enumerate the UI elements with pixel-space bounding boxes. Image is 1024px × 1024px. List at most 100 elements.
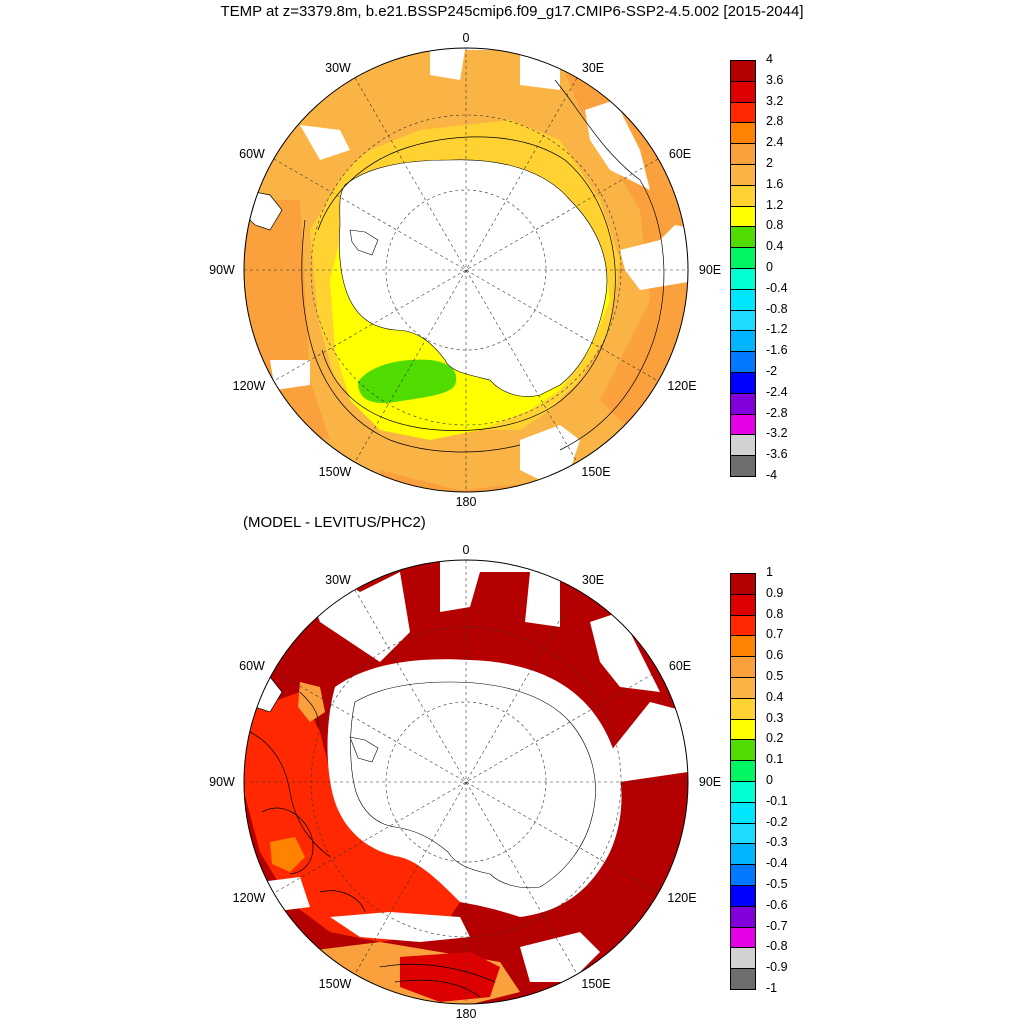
lon-label: 0 — [463, 31, 470, 45]
lon-label: 30W — [325, 573, 351, 587]
colorbar-swatch — [730, 455, 756, 477]
colorbar-label: 0 — [766, 260, 773, 274]
colorbar-label: -0.3 — [766, 835, 788, 850]
colorbar-label: -1.6 — [766, 343, 788, 358]
lon-label: 30E — [582, 61, 604, 75]
colorbar-swatch — [730, 164, 756, 186]
mask-southwest — [270, 360, 310, 390]
contour-1p6 — [317, 136, 616, 431]
lon-label: 0 — [463, 543, 470, 557]
lon-label: 60E — [669, 659, 691, 673]
green-patch — [358, 359, 457, 403]
colorbar-swatch — [730, 351, 756, 373]
map-boundary — [243, 47, 689, 493]
antarctica-landmass — [339, 159, 608, 397]
colorbar-label: -3.2 — [766, 426, 788, 441]
colorbar-swatch — [730, 330, 756, 353]
mask-se — [520, 932, 600, 982]
colorbar-label: -0.4 — [766, 856, 788, 871]
colorbar-swatch — [730, 392, 756, 415]
colorbar-label: 0.1 — [766, 752, 784, 767]
lon-label: 120E — [667, 379, 696, 393]
colorbar-swatch — [730, 781, 756, 803]
colorbar-label: 0.7 — [766, 627, 784, 642]
colorbar-label: 1.2 — [766, 197, 784, 212]
colorbar-label: -0.9 — [766, 960, 788, 975]
colorbar-label: -0.1 — [766, 793, 788, 808]
colorbar-swatch — [730, 614, 756, 637]
colorbar-swatch — [730, 926, 756, 949]
mask-sw — [330, 912, 470, 942]
colorbar-swatch — [730, 247, 756, 269]
bottom-polar-map: 0 30E 60E 90E 120E 150E 180 150W 120W 90… — [209, 543, 721, 1021]
colorbar-label: 0.8 — [766, 218, 784, 233]
lon-label: 60W — [239, 659, 265, 673]
colorbar-swatch — [730, 801, 756, 824]
orange-patch-1 — [270, 837, 305, 872]
colorbar-label: 2 — [766, 156, 773, 170]
colorbar-label: -0.7 — [766, 918, 788, 933]
colorbar-swatch — [730, 885, 756, 907]
colorbar-swatch — [730, 372, 756, 394]
colorbar-swatch — [730, 864, 756, 886]
colorbar-swatch — [730, 101, 756, 124]
colorbar-label: 2.4 — [766, 135, 784, 150]
colorbar-swatch — [730, 413, 756, 436]
colorbar-swatch — [730, 760, 756, 782]
colorbar-label: 0.5 — [766, 669, 784, 683]
map-boundary — [243, 559, 689, 1005]
colorbar-label: -2 — [766, 364, 778, 378]
lon-label: 90E — [699, 263, 721, 277]
mask-e — [610, 702, 688, 782]
contour-2 — [301, 219, 521, 453]
colorbar-label: -1 — [766, 981, 778, 995]
lon-label: 120W — [233, 379, 266, 393]
lon-label: 60E — [669, 147, 691, 161]
difference-panel-title: (MODEL - LEVITUS/PHC2) — [243, 514, 426, 531]
colorbar-swatch — [730, 697, 756, 720]
mask-east — [620, 225, 688, 290]
diff-contours — [249, 691, 496, 998]
colorbar-label: -0.4 — [766, 280, 788, 295]
colorbar-swatch — [730, 968, 756, 990]
lon-label: 90E — [699, 775, 721, 789]
colorbar-label: -0.5 — [766, 877, 788, 891]
colorbar-label: 4 — [766, 52, 773, 66]
colorbar-swatch — [730, 905, 756, 928]
colorbar-label: -0.2 — [766, 814, 788, 829]
colorbar-swatch — [730, 184, 756, 207]
bottom-lon-labels: 0 30E 60E 90E 120E 150E 180 150W 120W 90… — [209, 543, 721, 1021]
colorbar-label: -0.6 — [766, 897, 788, 912]
lon-label: 90W — [209, 263, 235, 277]
colorbar-label: 0.3 — [766, 710, 784, 725]
colorbar-label: 0.6 — [766, 648, 784, 663]
lon-label: 60W — [239, 147, 265, 161]
bottom-map-field — [244, 560, 688, 1004]
colorbar-swatch — [730, 122, 756, 145]
colorbar-swatch — [730, 593, 756, 616]
colorbar-label: 2.8 — [766, 114, 784, 129]
colorbar-label: 1.6 — [766, 176, 784, 191]
colorbar-label: 1 — [766, 565, 773, 579]
colorbar-swatch — [730, 739, 756, 762]
colorbar-swatch — [730, 309, 756, 332]
top-map-field — [244, 48, 688, 492]
lon-label: 90W — [209, 775, 235, 789]
mask-n — [420, 560, 560, 627]
antarctic-peninsula — [349, 736, 379, 763]
colorbar-swatch — [730, 677, 756, 699]
lon-label: 150W — [319, 977, 352, 991]
mask-north — [380, 48, 560, 90]
antarctica-landmass — [350, 681, 596, 889]
mask-northeast — [585, 100, 650, 190]
colorbar-swatch — [730, 635, 756, 658]
graticule — [244, 560, 688, 1004]
colorbar-swatch — [730, 434, 756, 457]
colorbar-label: -4 — [766, 468, 778, 482]
mask-northwest — [300, 125, 350, 160]
colorbar-label: -2.8 — [766, 405, 788, 420]
colorbar-swatch — [730, 268, 756, 290]
colorbar-swatch — [730, 143, 756, 165]
colorbar-swatch — [730, 822, 756, 845]
colorbar-label: 0.9 — [766, 585, 784, 600]
